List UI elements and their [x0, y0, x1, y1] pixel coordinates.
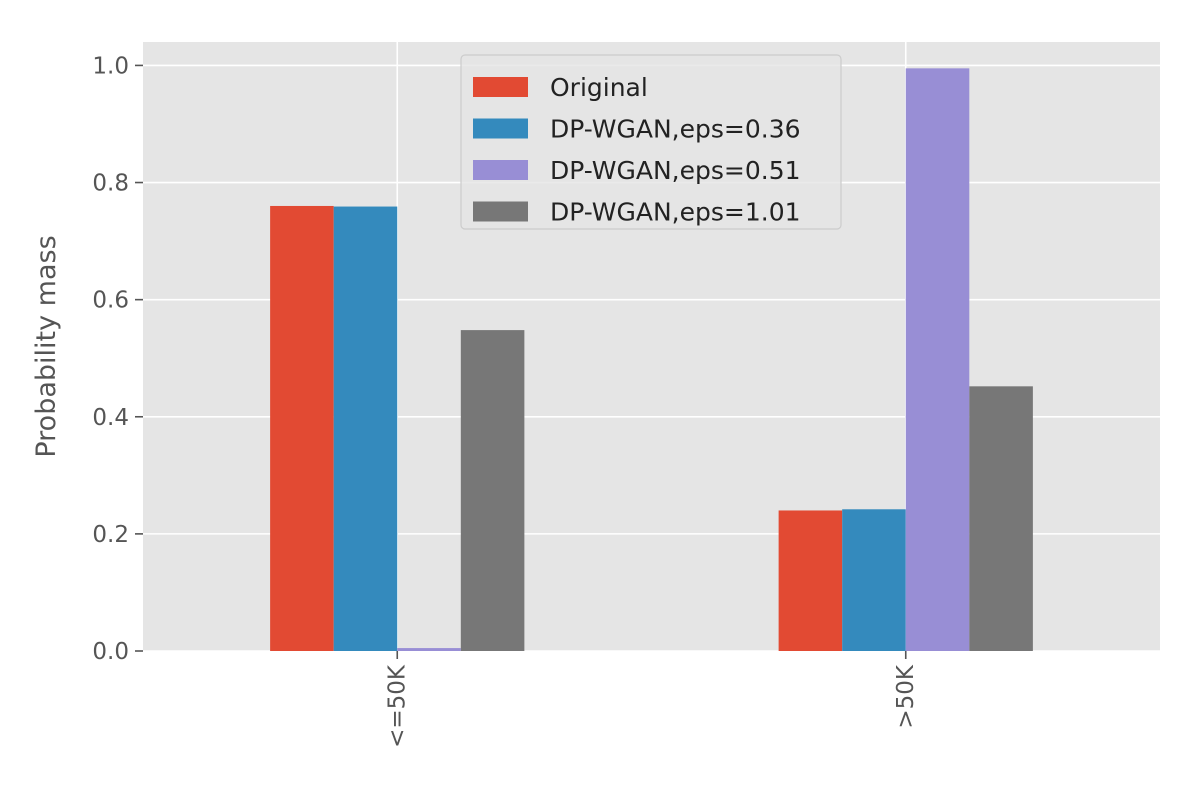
- y-tick-label: 0.2: [92, 522, 129, 548]
- legend-label: DP-WGAN,eps=1.01: [550, 198, 801, 227]
- y-tick-label: 0.4: [92, 405, 129, 431]
- legend-swatch: [473, 77, 528, 97]
- y-axis-title: Probability mass: [31, 235, 62, 457]
- bars: [270, 68, 1033, 652]
- y-axis-ticks: 0.0 0.2 0.4 0.6 0.8 1.0: [92, 53, 143, 665]
- legend-swatch: [473, 201, 528, 222]
- legend-label: Original: [550, 73, 648, 102]
- bar: [842, 509, 906, 651]
- bar: [778, 510, 843, 651]
- y-tick-label: 0.0: [92, 639, 129, 665]
- legend-label: DP-WGAN,eps=0.36: [550, 115, 801, 144]
- x-tick-label: <=50K: [384, 664, 410, 748]
- legend-swatch: [473, 118, 528, 139]
- legend-swatch: [473, 160, 528, 180]
- x-tick-label: >50K: [893, 664, 919, 729]
- bar: [905, 68, 970, 652]
- y-tick-label: 1.0: [92, 53, 129, 79]
- x-axis-ticks: <=50K >50K: [384, 651, 919, 748]
- bar: [397, 648, 461, 651]
- bar: [270, 205, 334, 651]
- bar: [969, 386, 1033, 651]
- bar: [460, 330, 525, 651]
- y-tick-label: 0.8: [92, 171, 129, 197]
- legend-box: [460, 54, 842, 230]
- legend: Original DP-WGAN,eps=0.36 DP-WGAN,eps=0.51…: [460, 54, 842, 230]
- y-tick-label: 0.6: [92, 288, 129, 314]
- legend-label: DP-WGAN,eps=0.51: [550, 156, 801, 185]
- bar: [333, 206, 398, 651]
